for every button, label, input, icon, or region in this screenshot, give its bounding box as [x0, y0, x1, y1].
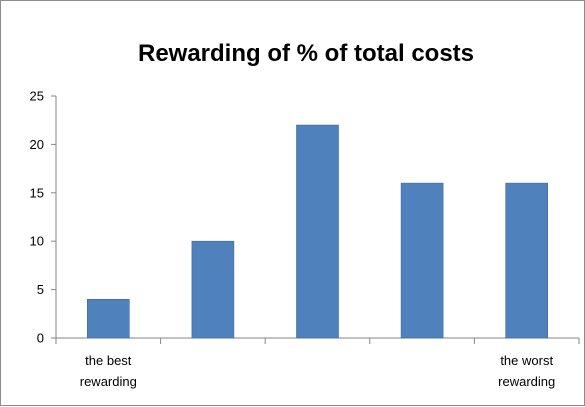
y-tick-labels: 0 5 10 15 20 25: [30, 89, 44, 346]
bar: [505, 182, 549, 339]
bar: [87, 298, 130, 339]
x-category-label: rewarding: [498, 374, 555, 389]
bar: [191, 240, 235, 339]
y-tick-label: 0: [37, 331, 44, 346]
y-tick-label: 5: [37, 282, 44, 297]
y-tick-label: 10: [30, 234, 44, 249]
x-category-label: the worst: [500, 353, 553, 368]
bar: [296, 124, 339, 339]
bars: [87, 124, 549, 339]
x-category-labels: the best rewarding the worst rewarding: [80, 353, 555, 389]
x-category-label: the best: [85, 353, 132, 368]
y-tick-label: 20: [30, 137, 44, 152]
y-tick-label: 25: [30, 89, 44, 104]
y-tick-label: 15: [30, 185, 44, 200]
bar: [400, 182, 444, 339]
chart-title: Rewarding of % of total costs: [138, 40, 474, 67]
x-category-label: rewarding: [80, 374, 137, 389]
